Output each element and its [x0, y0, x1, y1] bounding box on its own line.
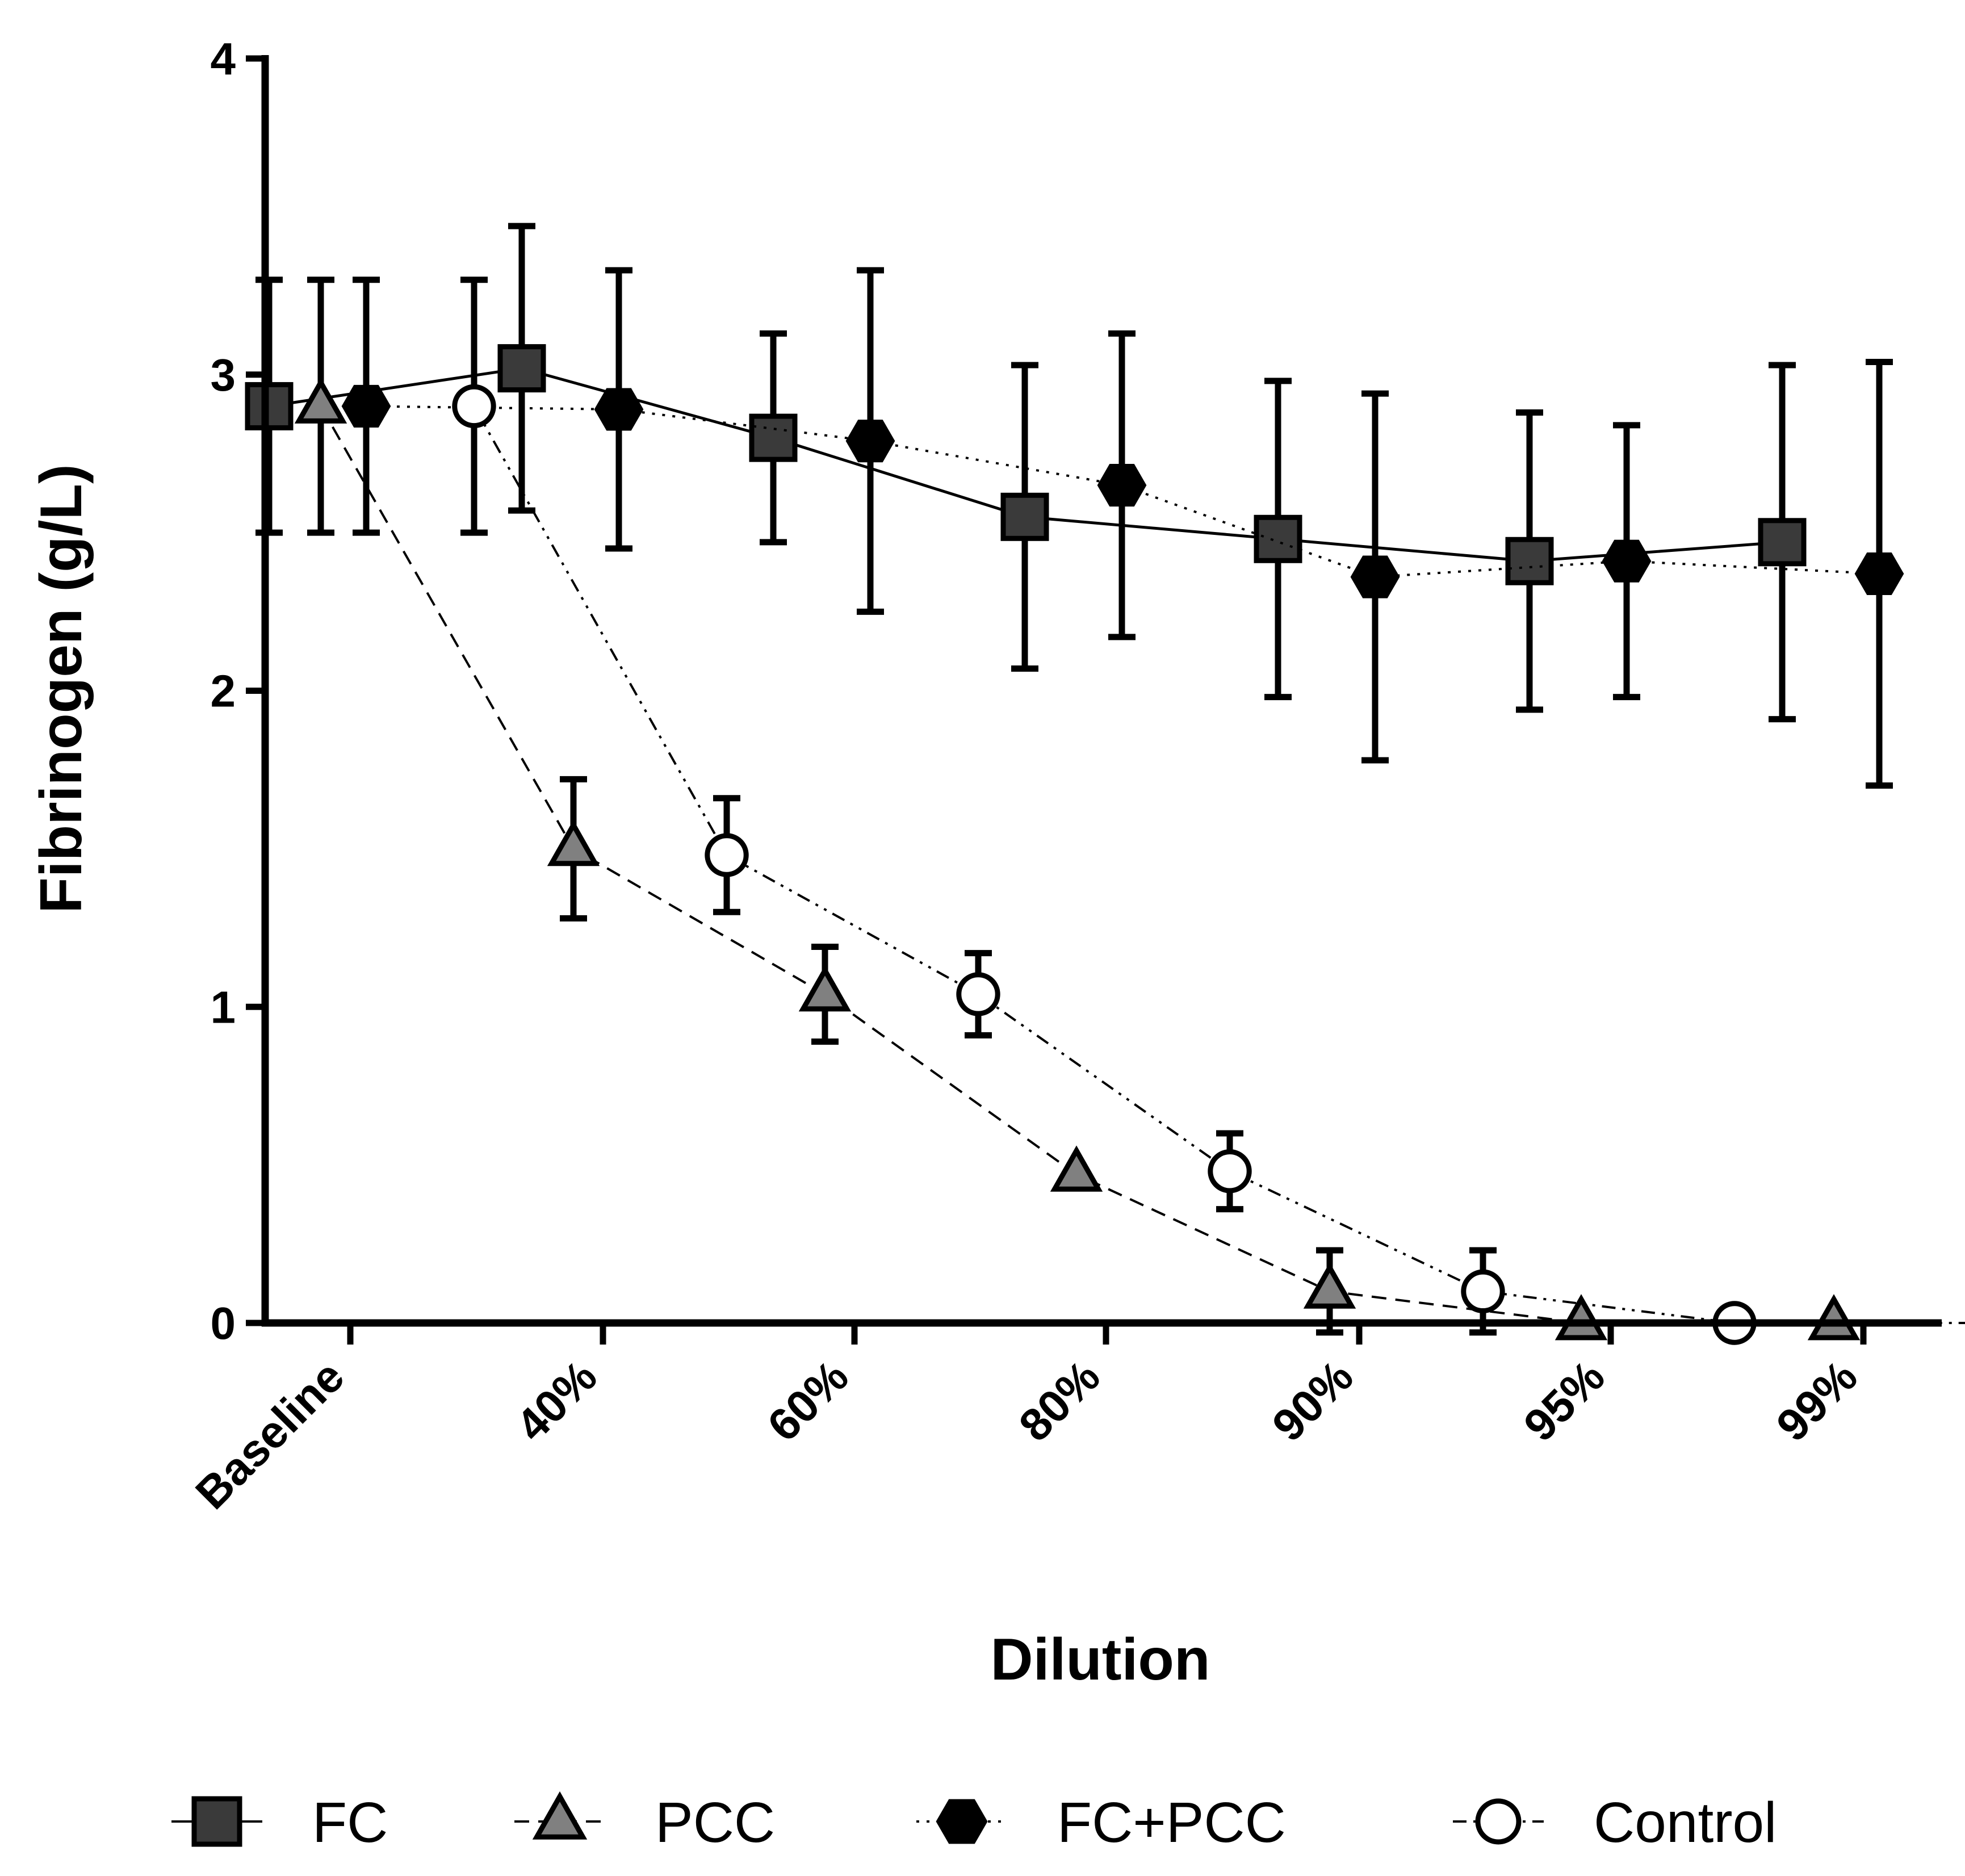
data-point	[1461, 1269, 1505, 1314]
data-point	[452, 384, 496, 429]
x-tick-label: 40%	[506, 1351, 606, 1451]
legend-item: Control	[1453, 1791, 1777, 1854]
data-point	[341, 384, 391, 428]
y-tick-label: 2	[211, 666, 236, 717]
legend: FC PCC FC+PCC Control	[171, 1791, 1777, 1854]
data-point	[1555, 1294, 1608, 1341]
data-point	[705, 833, 749, 877]
x-tick-label: 80%	[1009, 1351, 1109, 1451]
series-fc	[245, 223, 1807, 723]
legend-label: FC+PCC	[1057, 1791, 1286, 1854]
data-point	[1254, 514, 1302, 563]
data-point	[245, 382, 294, 430]
y-tick-label: 3	[211, 350, 236, 400]
data-point	[845, 420, 895, 463]
axes-layer	[246, 55, 1942, 1345]
data-point	[1758, 518, 1807, 567]
data-point	[1000, 492, 1049, 541]
x-tick-label: 99%	[1767, 1351, 1867, 1451]
y-axis-title: Fibrinogen (g/L)	[28, 464, 94, 913]
y-tick-label: 1	[211, 982, 236, 1032]
x-tick-label: 60%	[758, 1351, 858, 1451]
data-point	[1303, 1262, 1356, 1309]
legend-item: FC+PCC	[916, 1791, 1286, 1854]
series-control	[452, 277, 1965, 1345]
data-point	[798, 965, 852, 1012]
legend-label: PCC	[655, 1791, 775, 1854]
data-point	[594, 388, 644, 431]
legend-item: FC	[171, 1791, 388, 1854]
legend-item: PCC	[514, 1791, 775, 1854]
legend-marker-triangle-icon	[532, 1791, 588, 1840]
data-point	[749, 413, 798, 462]
data-point	[1097, 464, 1147, 507]
x-axis-title: Dilution	[990, 1627, 1210, 1693]
data-point	[1854, 552, 1904, 596]
legend-marker-circle-icon	[1475, 1798, 1522, 1845]
data-point	[1602, 539, 1652, 583]
legend-marker-square-icon	[191, 1796, 242, 1847]
data-point	[956, 972, 1000, 1016]
legend-label: FC	[312, 1791, 388, 1854]
series-pcc	[294, 277, 1861, 1341]
y-tick-label: 4	[211, 34, 236, 84]
series-fc-pcc	[341, 267, 1904, 789]
legend-marker-hexagon-icon	[936, 1799, 988, 1844]
data-point	[1050, 1145, 1103, 1192]
data-point	[497, 344, 546, 393]
data-point	[1807, 1294, 1861, 1341]
data-point	[294, 377, 347, 424]
data-point	[1208, 1149, 1252, 1194]
data-point	[547, 819, 600, 866]
x-tick-label: 95%	[1514, 1351, 1614, 1451]
series-layer	[245, 223, 1965, 1345]
y-tick-label: 0	[211, 1298, 236, 1349]
x-tick-label: 90%	[1263, 1351, 1363, 1451]
label-layer: 0 1 2 3 4 Baseline 40% 60% 80% 90% 95% 99% Dilution F…	[28, 34, 1867, 1693]
data-point	[1505, 537, 1554, 585]
data-point	[1350, 555, 1400, 598]
x-tick-label: Baseline	[186, 1351, 354, 1519]
legend-label: Control	[1594, 1791, 1777, 1854]
